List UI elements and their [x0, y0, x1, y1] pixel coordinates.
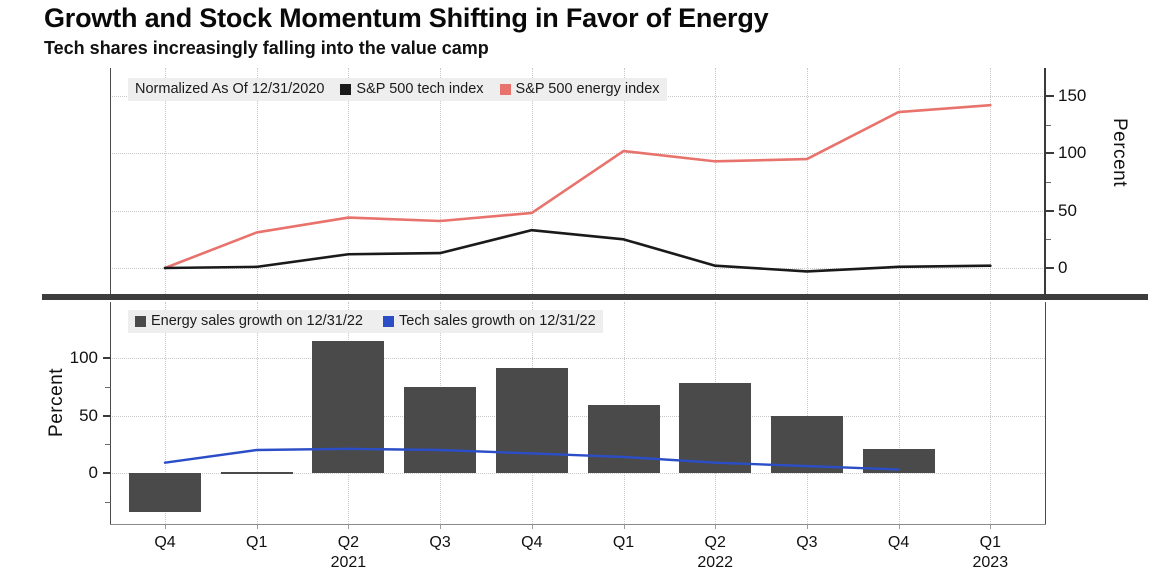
x-tick-mark-9 — [990, 524, 992, 529]
legend-label-energy-sales: Energy sales growth on 12/31/22 — [151, 313, 363, 329]
top-chart-y-axis-title: Percent — [1109, 118, 1130, 187]
x-tick-label-3: Q3 — [429, 534, 451, 551]
bottom-chart-y-tick-minor — [105, 386, 111, 388]
x-tick-mark-5 — [623, 524, 625, 529]
bottom-chart-y-tick-label: 50 — [79, 405, 98, 425]
legend-entry-energy-sales: Energy sales growth on 12/31/22 — [135, 313, 363, 329]
x-tick-label-0: Q4 — [154, 534, 176, 551]
x-tick-label-4: Q4 — [521, 534, 543, 551]
legend-entry-tech-index: S&P 500 tech index — [340, 81, 484, 97]
x-tick-label-6: Q2 — [704, 534, 726, 551]
bottom-chart-y-tick-minor — [105, 444, 111, 446]
top-chart-right-axis-line — [1044, 68, 1046, 300]
bar-5 — [587, 405, 660, 473]
top-chart-y-tick-minor — [1046, 124, 1051, 126]
x-tick-label-8: Q4 — [887, 534, 910, 551]
square-marker-icon — [499, 83, 511, 95]
bottom-chart-y-tick-major — [103, 414, 111, 417]
top-chart-legend: Normalized As Of 12/31/2020 S&P 500 tech… — [128, 78, 667, 101]
x-tick-mark-2 — [348, 524, 350, 529]
x-tick-mark-4 — [531, 524, 533, 529]
square-marker-icon — [383, 315, 394, 327]
bottom-chart-y-tick-major — [103, 357, 111, 359]
legend-label-energy-index: S&P 500 energy index — [515, 81, 660, 97]
x-tick-mark-8 — [898, 524, 900, 529]
top-chart-left-axis-line — [110, 68, 111, 296]
panel-divider — [42, 294, 1148, 300]
top-chart-y-tick-major — [1046, 209, 1054, 212]
bar-2 — [312, 340, 385, 473]
x-tick-label-2: Q2 — [337, 534, 360, 551]
square-marker-icon — [135, 315, 146, 327]
bar-1 — [220, 471, 293, 474]
top-chart-y-tick-major — [1046, 95, 1054, 97]
x-tick-label-5: Q1 — [612, 534, 635, 551]
top-chart-y-tick-minor — [1046, 239, 1051, 241]
x-tick-mark-6 — [715, 524, 717, 529]
top-chart-y-tick-minor — [1046, 182, 1051, 183]
bar-0 — [129, 473, 201, 513]
bottom-chart-x-axis-line — [110, 524, 1046, 525]
headline-block: Growth and Stock Momentum Shifting in Fa… — [44, 2, 1144, 60]
page-subtitle: Tech shares increasingly falling into th… — [44, 38, 489, 58]
bar-6 — [679, 383, 752, 473]
x-tick-mark-3 — [440, 524, 442, 529]
bottom-chart-y-tick-minor — [105, 501, 111, 503]
x-tick-mark-0 — [165, 524, 166, 529]
bottom-chart-legend: Energy sales growth on 12/31/22 Tech sal… — [128, 310, 603, 333]
top-chart-y-tick-major — [1046, 152, 1054, 155]
x-tick-mark-1 — [256, 524, 258, 529]
x-tick-year-label: 2022 — [697, 554, 733, 571]
bottom-chart-y-tick-label: 0 — [88, 463, 98, 482]
bottom-chart-y-tick-major — [103, 472, 111, 474]
top-chart-y-tick-label: 0 — [1058, 258, 1068, 277]
legend-label-tech-index: S&P 500 tech index — [356, 81, 484, 97]
legend-note-label: Normalized As Of 12/31/2020 — [135, 81, 325, 97]
bar-3 — [404, 386, 477, 473]
tech-index-line — [163, 228, 992, 273]
top-chart-y-tick-label: 100 — [1058, 143, 1087, 163]
energy-index-line — [163, 103, 992, 270]
top-chart-y-tick-major — [1046, 267, 1054, 269]
bottom-chart-right-axis-line — [1045, 302, 1046, 524]
x-tick-label-7: Q3 — [796, 534, 818, 551]
bottom-chart-left-axis-line — [110, 302, 111, 524]
square-marker-icon — [340, 83, 352, 95]
top-chart-y-tick-label: 50 — [1058, 200, 1077, 220]
x-tick-label-9: Q1 — [979, 534, 1001, 551]
legend-entry-tech-sales: Tech sales growth on 12/31/22 — [383, 313, 596, 329]
bar-7 — [770, 415, 843, 473]
top-chart-y-tick-label: 150 — [1058, 86, 1087, 105]
page-title: Growth and Stock Momentum Shifting in Fa… — [44, 3, 769, 33]
x-tick-label-1: Q1 — [246, 534, 268, 551]
legend-label-tech-sales: Tech sales growth on 12/31/22 — [399, 313, 596, 329]
bottom-chart-y-tick-label: 100 — [69, 348, 98, 367]
x-tick-year-label: 2023 — [972, 554, 1009, 571]
legend-note-normalized: Normalized As Of 12/31/2020 — [135, 81, 324, 97]
x-tick-year-label: 2021 — [330, 554, 367, 571]
tech-sales-growth-line — [163, 447, 900, 471]
x-tick-mark-7 — [806, 524, 808, 529]
legend-entry-energy-index: S&P 500 energy index — [499, 81, 660, 97]
